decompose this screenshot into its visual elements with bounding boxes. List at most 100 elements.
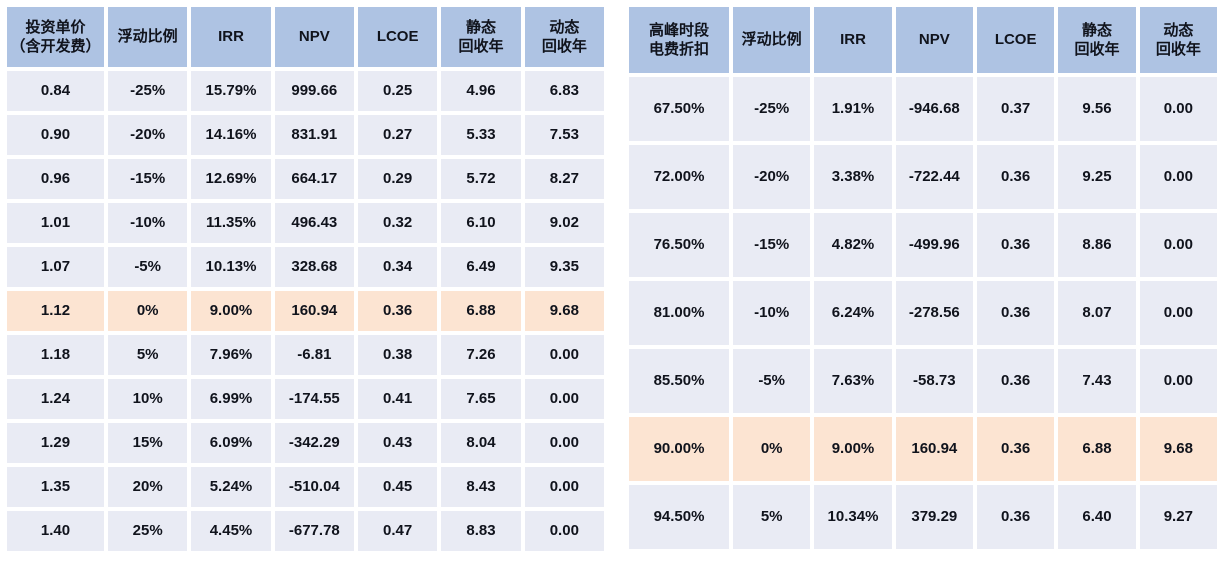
table-row: 0.90 -20% 14.16% 831.91 0.27 5.33 7.53 <box>7 115 604 155</box>
table-row: 1.35 20% 5.24% -510.04 0.45 8.43 0.00 <box>7 467 604 507</box>
base-case-row: 1.12 0% 9.00% 160.94 0.36 6.88 9.68 <box>7 291 604 331</box>
table-cell: 1.12 <box>7 291 104 331</box>
column-header: 动态 回收年 <box>524 7 604 67</box>
table-cell: -20% <box>733 145 811 209</box>
table-cell: 67.50% <box>629 77 729 141</box>
table-cell: 94.50% <box>629 485 729 549</box>
table-cell: 1.35 <box>7 467 104 507</box>
table-row: 1.01 -10% 11.35% 496.43 0.32 6.10 9.02 <box>7 203 604 243</box>
column-header: 静态 回收年 <box>441 7 521 67</box>
table-cell: 0.90 <box>7 115 104 155</box>
peak-discount-sensitivity-table: 高峰时段 电费折扣 浮动比例 IRR NPV LCOE 静态 回收年 动态 回收年 67.50… <box>625 3 1221 553</box>
table-cell: 0.84 <box>7 71 104 111</box>
table-cell: -10% <box>733 281 811 345</box>
table-cell: 0.25 <box>357 71 438 111</box>
table-cell: 9.35 <box>524 247 604 287</box>
investment-price-sensitivity-table: 投资单价 （含开发费） 浮动比例 IRR NPV LCOE 静态 回收年 动态 回收年 0.8… <box>3 3 608 555</box>
table-cell: 328.68 <box>274 247 354 287</box>
table-row: 1.07 -5% 10.13% 328.68 0.34 6.49 9.35 <box>7 247 604 287</box>
table-cell: 76.50% <box>629 213 729 277</box>
table-cell: 0.43 <box>357 423 438 463</box>
table-cell: 6.83 <box>524 71 604 111</box>
table-cell: -58.73 <box>895 349 973 413</box>
table-cell: 90.00% <box>629 417 729 481</box>
table-cell: 14.16% <box>191 115 271 155</box>
table-cell: 0.00 <box>1139 145 1217 209</box>
column-header: NPV <box>895 7 973 73</box>
table-row: 0.84 -25% 15.79% 999.66 0.25 4.96 6.83 <box>7 71 604 111</box>
table-cell: 0.36 <box>357 291 438 331</box>
table-cell: 9.68 <box>1139 417 1217 481</box>
table-cell: 6.40 <box>1058 485 1136 549</box>
table-cell: 8.27 <box>524 159 604 199</box>
table-cell: -20% <box>108 115 188 155</box>
table-cell: -946.68 <box>895 77 973 141</box>
table-row: 67.50% -25% 1.91% -946.68 0.37 9.56 0.00 <box>629 77 1217 141</box>
table-cell: 15% <box>108 423 188 463</box>
column-header: IRR <box>191 7 271 67</box>
table-cell: 0.36 <box>976 417 1055 481</box>
table-cell: 11.35% <box>191 203 271 243</box>
table-cell: 8.86 <box>1058 213 1136 277</box>
table-cell: -15% <box>733 213 811 277</box>
table-cell: 0.29 <box>357 159 438 199</box>
table-cell: 8.07 <box>1058 281 1136 345</box>
table-row: 1.29 15% 6.09% -342.29 0.43 8.04 0.00 <box>7 423 604 463</box>
table-cell: -5% <box>108 247 188 287</box>
table-cell: 12.69% <box>191 159 271 199</box>
column-header: 浮动比例 <box>733 7 811 73</box>
table-cell: 0.36 <box>976 485 1055 549</box>
table-cell: 7.96% <box>191 335 271 375</box>
table-cell: 7.43 <box>1058 349 1136 413</box>
table-cell: 0.00 <box>524 511 604 551</box>
table-cell: 0.27 <box>357 115 438 155</box>
column-header: 动态 回收年 <box>1139 7 1217 73</box>
table-cell: 4.45% <box>191 511 271 551</box>
table-cell: 6.99% <box>191 379 271 419</box>
table-cell: -278.56 <box>895 281 973 345</box>
table-cell: 20% <box>108 467 188 507</box>
table-cell: 0.96 <box>7 159 104 199</box>
table-row: 85.50% -5% 7.63% -58.73 0.36 7.43 0.00 <box>629 349 1217 413</box>
table-cell: 0.36 <box>976 281 1055 345</box>
table-cell: 0.00 <box>524 423 604 463</box>
table-row: 1.24 10% 6.99% -174.55 0.41 7.65 0.00 <box>7 379 604 419</box>
table-row: 76.50% -15% 4.82% -499.96 0.36 8.86 0.00 <box>629 213 1217 277</box>
table-cell: 10.13% <box>191 247 271 287</box>
table-cell: 10% <box>108 379 188 419</box>
column-header: IRR <box>814 7 892 73</box>
table-cell: 0.38 <box>357 335 438 375</box>
table-cell: 0.00 <box>524 335 604 375</box>
table-cell: 5.33 <box>441 115 521 155</box>
column-header: LCOE <box>357 7 438 67</box>
column-header: LCOE <box>976 7 1055 73</box>
table-cell: 25% <box>108 511 188 551</box>
table-cell: 0.32 <box>357 203 438 243</box>
table-cell: -25% <box>108 71 188 111</box>
header-row: 高峰时段 电费折扣 浮动比例 IRR NPV LCOE 静态 回收年 动态 回收年 <box>629 7 1217 73</box>
table-cell: 0.00 <box>524 467 604 507</box>
table-cell: 7.65 <box>441 379 521 419</box>
table-cell: -174.55 <box>274 379 354 419</box>
table-cell: 1.24 <box>7 379 104 419</box>
table-cell: 0.00 <box>1139 213 1217 277</box>
table-cell: 1.40 <box>7 511 104 551</box>
table-cell: 0.34 <box>357 247 438 287</box>
column-header: 静态 回收年 <box>1058 7 1136 73</box>
column-header: 浮动比例 <box>108 7 188 67</box>
table-cell: 9.00% <box>814 417 892 481</box>
table-cell: 160.94 <box>274 291 354 331</box>
table-cell: 5.24% <box>191 467 271 507</box>
table-cell: 1.07 <box>7 247 104 287</box>
table-cell: 160.94 <box>895 417 973 481</box>
table-cell: 0.00 <box>1139 281 1217 345</box>
table-cell: -499.96 <box>895 213 973 277</box>
table-cell: 0% <box>108 291 188 331</box>
table-cell: 6.24% <box>814 281 892 345</box>
table-cell: 81.00% <box>629 281 729 345</box>
table-cell: 7.53 <box>524 115 604 155</box>
table-cell: 0.41 <box>357 379 438 419</box>
table-row: 94.50% 5% 10.34% 379.29 0.36 6.40 9.27 <box>629 485 1217 549</box>
table-cell: 496.43 <box>274 203 354 243</box>
